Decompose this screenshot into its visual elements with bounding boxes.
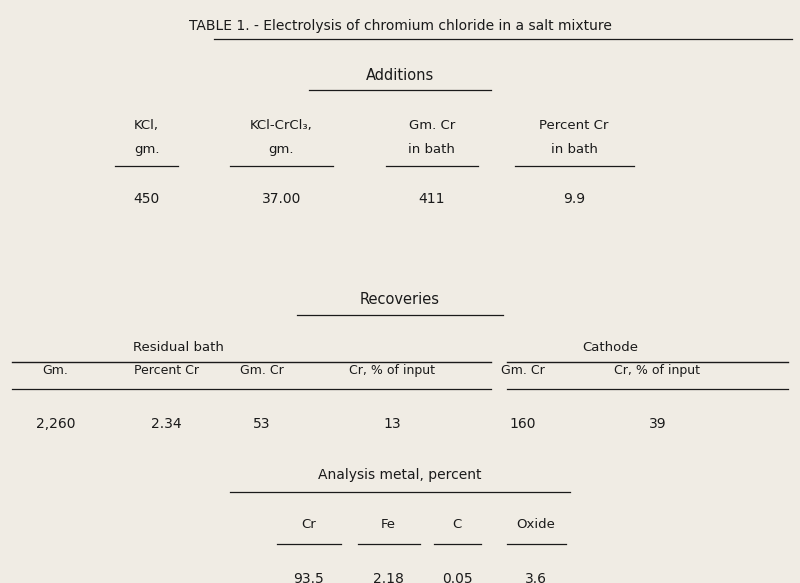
Text: 39: 39 — [649, 417, 666, 431]
Text: in bath: in bath — [550, 143, 598, 156]
Text: 13: 13 — [383, 417, 401, 431]
Text: Gm.: Gm. — [42, 364, 69, 377]
Text: KCl,: KCl, — [134, 119, 159, 132]
Text: 2.34: 2.34 — [151, 417, 182, 431]
Text: Oxide: Oxide — [517, 518, 556, 531]
Text: in bath: in bath — [408, 143, 455, 156]
Text: 2.18: 2.18 — [373, 572, 403, 583]
Text: 93.5: 93.5 — [294, 572, 324, 583]
Text: 37.00: 37.00 — [262, 192, 301, 206]
Text: Cathode: Cathode — [582, 340, 638, 354]
Text: KCl-CrCl₃,: KCl-CrCl₃, — [250, 119, 313, 132]
Text: 3.6: 3.6 — [525, 572, 547, 583]
Text: 160: 160 — [510, 417, 536, 431]
Text: Residual bath: Residual bath — [133, 340, 224, 354]
Text: Gm. Cr: Gm. Cr — [239, 364, 283, 377]
Text: Fe: Fe — [381, 518, 396, 531]
Text: Gm. Cr: Gm. Cr — [501, 364, 545, 377]
Text: Recoveries: Recoveries — [360, 292, 440, 307]
Text: Percent Cr: Percent Cr — [134, 364, 199, 377]
Text: Percent Cr: Percent Cr — [539, 119, 609, 132]
Text: gm.: gm. — [134, 143, 159, 156]
Text: Cr: Cr — [302, 518, 316, 531]
Text: 450: 450 — [134, 192, 160, 206]
Text: 411: 411 — [418, 192, 445, 206]
Text: Additions: Additions — [366, 68, 434, 83]
Text: C: C — [452, 518, 462, 531]
Text: Cr, % of input: Cr, % of input — [614, 364, 700, 377]
Text: Gm. Cr: Gm. Cr — [409, 119, 454, 132]
Text: 53: 53 — [253, 417, 270, 431]
Text: 0.05: 0.05 — [442, 572, 472, 583]
Text: Cr, % of input: Cr, % of input — [349, 364, 435, 377]
Text: TABLE 1. - Electrolysis of chromium chloride in a salt mixture: TABLE 1. - Electrolysis of chromium chlo… — [189, 19, 611, 33]
Text: Analysis metal, percent: Analysis metal, percent — [318, 468, 482, 482]
Text: 9.9: 9.9 — [563, 192, 586, 206]
Text: gm.: gm. — [269, 143, 294, 156]
Text: 2,260: 2,260 — [36, 417, 75, 431]
